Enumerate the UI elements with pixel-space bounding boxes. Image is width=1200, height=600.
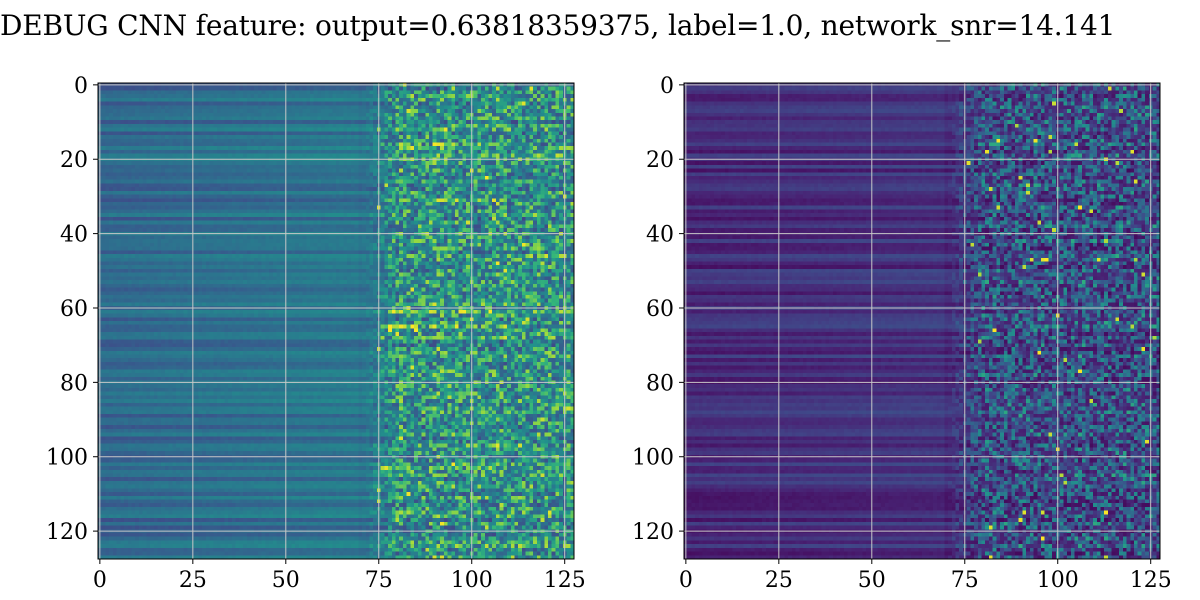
y-tick-label: 0 (660, 74, 674, 99)
x-tick-label: 100 (451, 568, 493, 593)
left-panel: 0 25 50 75 100 125 0 20 40 60 80 100 120 (46, 74, 586, 593)
y-tick-label: 80 (60, 371, 88, 396)
x-tick-label: 125 (1130, 568, 1172, 593)
y-tick-label: 120 (632, 520, 674, 545)
y-tick-label: 20 (646, 148, 674, 173)
x-tick-label: 125 (544, 568, 586, 593)
y-tick-label: 100 (632, 446, 674, 471)
x-tick-label: 75 (365, 568, 393, 593)
x-tick-label: 25 (765, 568, 793, 593)
y-tick-label: 60 (60, 297, 88, 322)
x-tick-label: 25 (179, 568, 207, 593)
x-tick-label: 0 (93, 568, 107, 593)
x-tick-label: 75 (951, 568, 979, 593)
left-panel-cells (98, 83, 574, 559)
y-tick-label: 60 (646, 297, 674, 322)
right-panel: 0 25 50 75 100 125 0 20 40 60 80 100 120 (632, 74, 1172, 593)
y-tick-label: 80 (646, 371, 674, 396)
y-tick-label: 0 (74, 74, 88, 99)
y-tick-label: 100 (46, 446, 88, 471)
y-tick-label: 40 (646, 223, 674, 248)
right-panel-cells (684, 83, 1160, 559)
x-tick-label: 50 (858, 568, 886, 593)
y-tick-label: 120 (46, 520, 88, 545)
y-tick-label: 40 (60, 223, 88, 248)
x-tick-label: 50 (272, 568, 300, 593)
x-tick-label: 100 (1037, 568, 1079, 593)
y-tick-label: 20 (60, 148, 88, 173)
x-tick-label: 0 (679, 568, 693, 593)
